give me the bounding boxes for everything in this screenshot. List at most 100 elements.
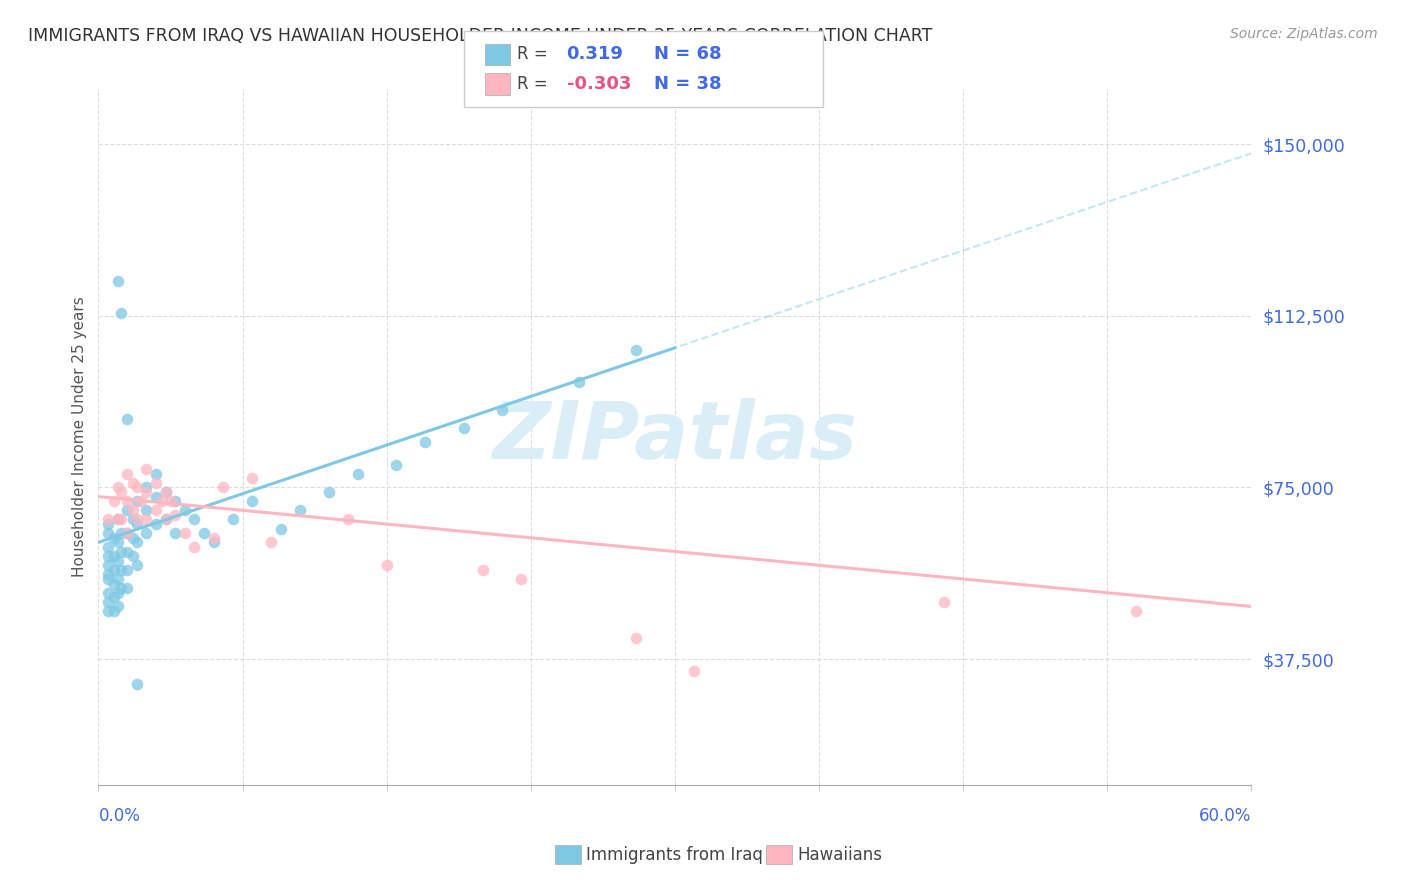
- Point: [97, 549, 120, 563]
- Point: [165, 526, 187, 541]
- Point: [413, 434, 436, 449]
- Point: [107, 480, 129, 494]
- Point: [125, 512, 148, 526]
- Point: [122, 475, 145, 490]
- Point: [97, 595, 120, 609]
- Point: [129, 494, 152, 508]
- Point: [117, 581, 138, 595]
- Point: [135, 480, 157, 494]
- Point: [318, 485, 340, 500]
- Point: [125, 677, 148, 691]
- Point: [145, 516, 167, 531]
- Point: [117, 544, 138, 558]
- Point: [193, 526, 215, 541]
- Point: [145, 503, 167, 517]
- Point: [117, 563, 138, 577]
- Point: [135, 485, 157, 500]
- Point: [135, 526, 157, 541]
- Text: Hawaiians: Hawaiians: [797, 846, 882, 863]
- Point: [471, 563, 494, 577]
- Point: [117, 526, 138, 541]
- Point: [97, 558, 120, 573]
- Point: [568, 375, 591, 389]
- Point: [103, 591, 125, 605]
- Point: [107, 512, 129, 526]
- Point: [103, 549, 125, 563]
- Point: [125, 480, 148, 494]
- Point: [117, 494, 138, 508]
- Point: [97, 540, 120, 554]
- Point: [155, 512, 177, 526]
- Text: -0.303: -0.303: [567, 75, 631, 93]
- Point: [107, 572, 129, 586]
- Point: [117, 526, 138, 541]
- Point: [103, 604, 125, 618]
- Point: [145, 467, 167, 481]
- Text: R =: R =: [517, 75, 554, 93]
- Point: [202, 531, 225, 545]
- Point: [107, 275, 129, 289]
- Point: [932, 595, 955, 609]
- Point: [103, 563, 125, 577]
- Text: R =: R =: [517, 45, 554, 63]
- Point: [103, 576, 125, 591]
- Point: [110, 544, 132, 558]
- Text: 0.319: 0.319: [567, 45, 623, 63]
- Point: [107, 535, 129, 549]
- Point: [683, 664, 706, 678]
- Point: [510, 572, 533, 586]
- Point: [117, 503, 138, 517]
- Point: [107, 585, 129, 599]
- Point: [1125, 604, 1147, 618]
- Point: [107, 554, 129, 568]
- Point: [125, 516, 148, 531]
- Point: [107, 599, 129, 614]
- Point: [491, 402, 513, 417]
- Text: Immigrants from Iraq: Immigrants from Iraq: [586, 846, 763, 863]
- Point: [240, 494, 263, 508]
- Point: [135, 512, 157, 526]
- Point: [117, 467, 138, 481]
- Point: [270, 522, 292, 536]
- Point: [125, 558, 148, 573]
- Point: [174, 526, 197, 541]
- Text: N = 68: N = 68: [654, 45, 721, 63]
- Point: [122, 531, 145, 545]
- Point: [145, 490, 167, 504]
- Y-axis label: Householder Income Under 25 years: Householder Income Under 25 years: [72, 297, 87, 577]
- Text: IMMIGRANTS FROM IRAQ VS HAWAIIAN HOUSEHOLDER INCOME UNDER 25 YEARS CORRELATION C: IMMIGRANTS FROM IRAQ VS HAWAIIAN HOUSEHO…: [28, 27, 932, 45]
- Point: [337, 512, 360, 526]
- Point: [183, 512, 205, 526]
- Point: [103, 531, 125, 545]
- Point: [222, 512, 245, 526]
- Point: [135, 503, 157, 517]
- Point: [165, 508, 187, 522]
- Point: [155, 512, 177, 526]
- Point: [110, 526, 132, 541]
- Point: [97, 585, 120, 599]
- Point: [110, 306, 132, 320]
- Text: 0.0%: 0.0%: [98, 807, 141, 825]
- Point: [174, 503, 197, 517]
- Point: [626, 343, 648, 357]
- Point: [103, 494, 125, 508]
- Point: [385, 458, 408, 472]
- Point: [155, 485, 177, 500]
- Point: [110, 512, 132, 526]
- Point: [97, 516, 120, 531]
- Point: [110, 581, 132, 595]
- Point: [626, 632, 648, 646]
- Point: [97, 572, 120, 586]
- Point: [165, 494, 187, 508]
- Point: [346, 467, 368, 481]
- Point: [117, 411, 138, 425]
- Text: N = 38: N = 38: [654, 75, 721, 93]
- Point: [290, 503, 312, 517]
- Point: [122, 512, 145, 526]
- Text: ZIPatlas: ZIPatlas: [492, 398, 858, 476]
- Point: [122, 549, 145, 563]
- Point: [202, 535, 225, 549]
- Point: [122, 503, 145, 517]
- Point: [110, 485, 132, 500]
- Point: [97, 526, 120, 541]
